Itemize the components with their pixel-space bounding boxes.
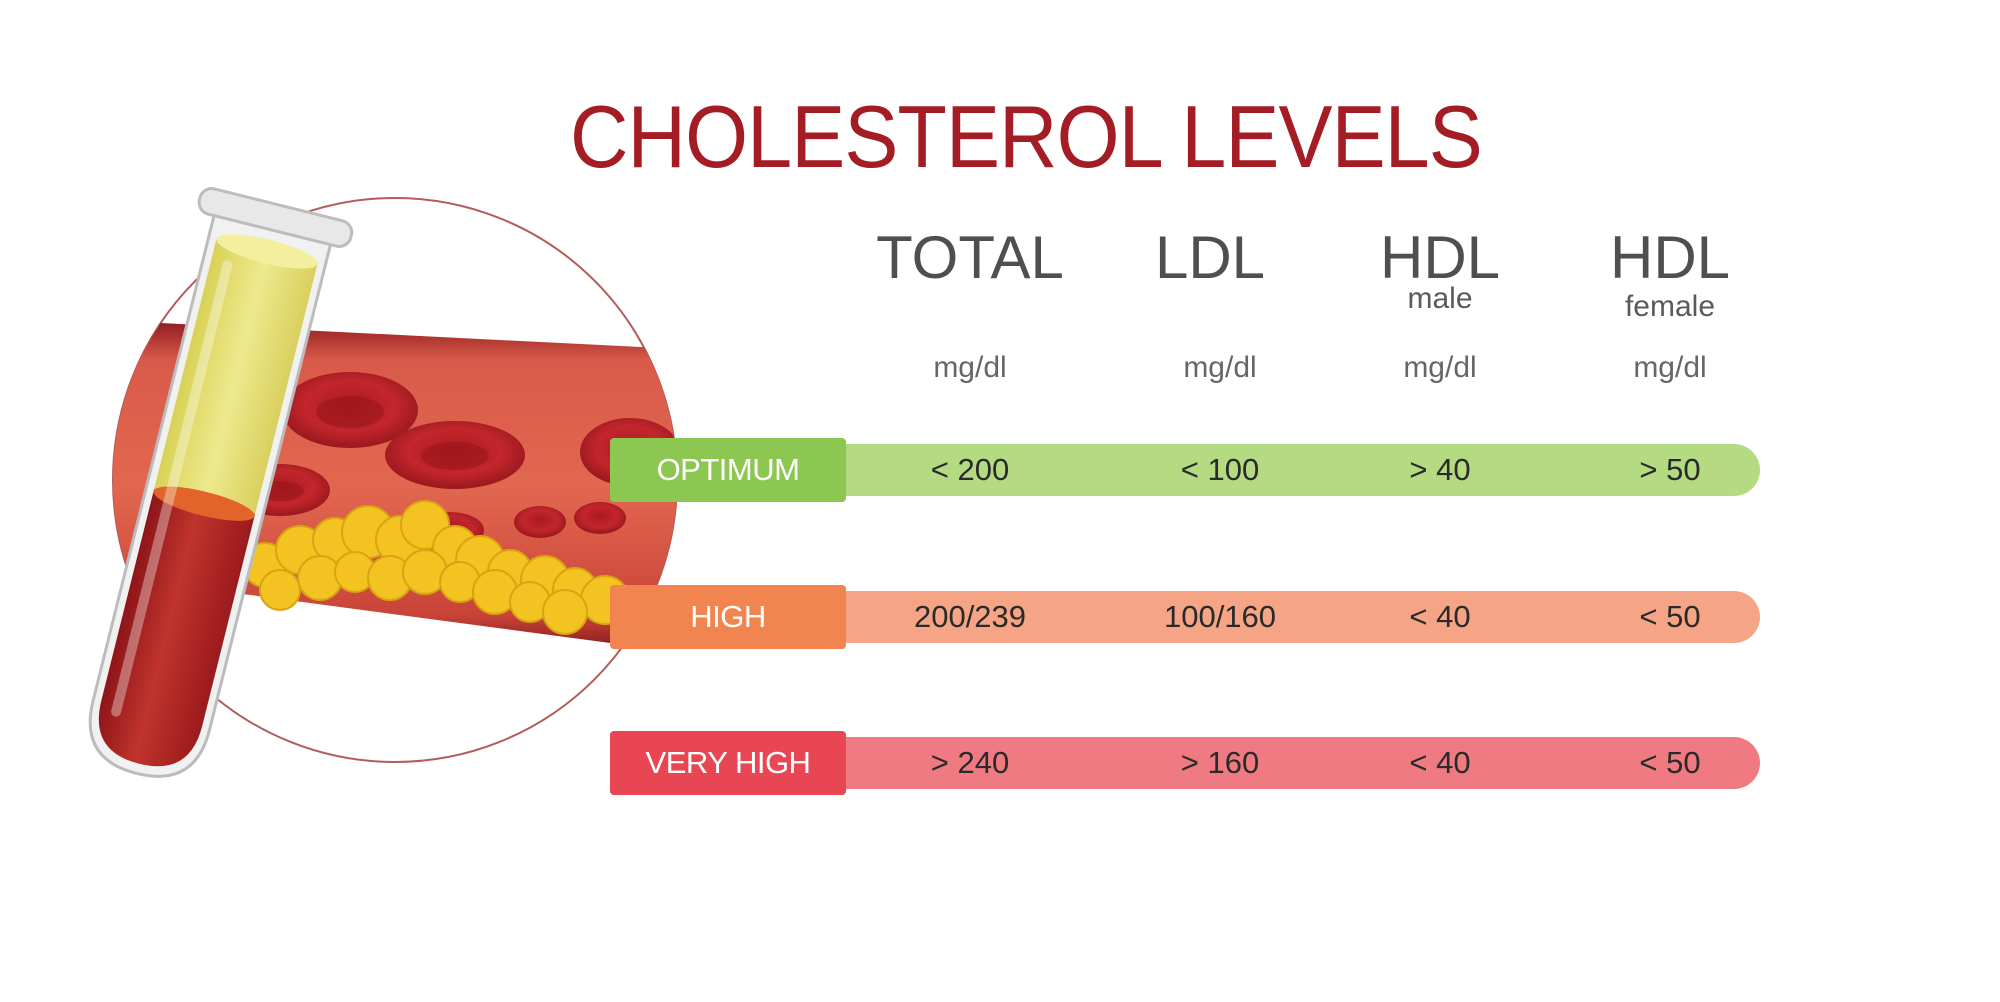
column-name: HDL [1379, 224, 1501, 291]
column-subtitle: male [1407, 282, 1473, 315]
column-header-hdl-female: HDL female [1560, 226, 1780, 322]
column-unit-hdl-female: mg/dl [1633, 351, 1707, 384]
test-tube [88, 187, 354, 778]
column-name: LDL [1154, 224, 1266, 291]
column-header-ldl: LDL [1110, 226, 1310, 290]
row-track [840, 737, 1760, 789]
value-ldl: < 100 [1180, 452, 1260, 487]
column-unit-ldl: mg/dl [1183, 351, 1257, 384]
column-subtitle: female [1624, 290, 1716, 323]
row-label: HIGH [610, 585, 846, 649]
page-title: CHOLESTEROL LEVELS [570, 87, 1483, 186]
row-track [840, 444, 1760, 496]
value-total: > 240 [930, 745, 1010, 780]
blood-vessel-illustration [88, 187, 678, 778]
value-hdl-female: < 50 [1639, 599, 1701, 634]
value-hdl-male: < 40 [1409, 745, 1471, 780]
value-hdl-female: > 50 [1639, 452, 1701, 487]
row-high: HIGH 200/239 100/160 < 40 < 50 [610, 585, 1760, 649]
fat-plaque [242, 500, 630, 635]
column-header-hdl-male: HDL male [1330, 226, 1550, 314]
column-name: TOTAL [876, 224, 1064, 291]
row-optimum: OPTIMUM < 200 < 100 > 40 > 50 [610, 438, 1760, 502]
value-hdl-male: < 40 [1409, 599, 1471, 634]
value-hdl-female: < 50 [1639, 745, 1701, 780]
row-very-high: VERY HIGH > 240 > 160 < 40 < 50 [610, 731, 1760, 795]
row-label: VERY HIGH [610, 731, 846, 795]
value-ldl: > 160 [1180, 745, 1260, 780]
value-ldl: 100/160 [1163, 599, 1277, 634]
value-hdl-male: > 40 [1409, 452, 1471, 487]
column-unit-hdl-male: mg/dl [1403, 351, 1477, 384]
column-unit-total: mg/dl [933, 351, 1007, 384]
value-total: < 200 [930, 452, 1010, 487]
row-label: OPTIMUM [610, 438, 846, 502]
column-name: HDL [1609, 224, 1731, 291]
row-track [840, 591, 1760, 643]
value-total: 200/239 [913, 599, 1027, 634]
column-header-total: TOTAL [860, 226, 1080, 290]
